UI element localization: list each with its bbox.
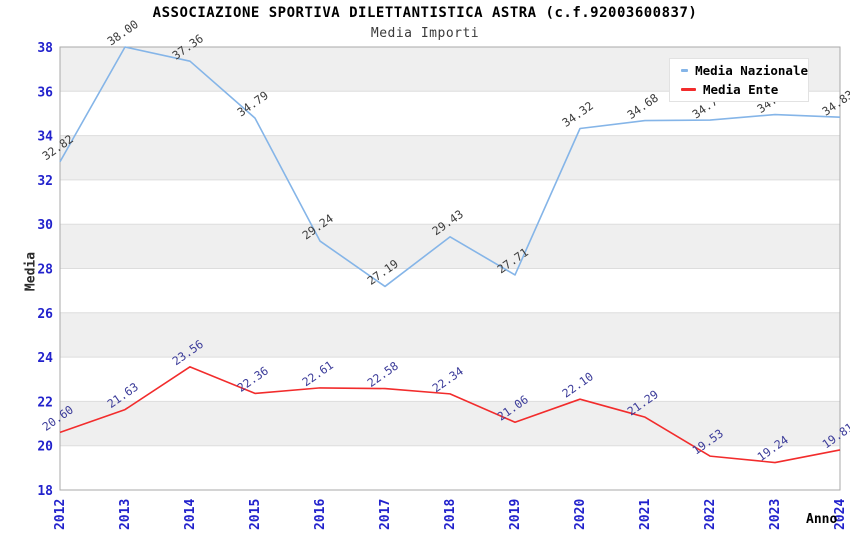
svg-text:2013: 2013 (118, 499, 133, 530)
chart-subtitle: Media Importi (370, 26, 480, 41)
svg-text:30: 30 (37, 218, 53, 233)
x-axis-title: Anno (806, 512, 838, 527)
svg-text:36: 36 (37, 85, 53, 100)
svg-text:34.32: 34.32 (560, 99, 596, 130)
svg-text:2014: 2014 (183, 499, 198, 530)
svg-text:20: 20 (37, 440, 53, 455)
svg-text:34: 34 (37, 130, 53, 145)
svg-text:22: 22 (37, 395, 53, 410)
svg-text:22.61: 22.61 (300, 358, 336, 389)
svg-text:22.10: 22.10 (560, 369, 596, 400)
y-axis-title: Media (23, 251, 39, 292)
svg-text:38: 38 (37, 41, 53, 56)
svg-text:32: 32 (37, 174, 53, 189)
svg-text:2021: 2021 (638, 499, 653, 530)
svg-text:34.79: 34.79 (235, 88, 271, 119)
svg-text:26: 26 (37, 307, 53, 322)
chart-title: ASSOCIAZIONE SPORTIVA DILETTANTISTICA AS… (152, 5, 698, 21)
svg-text:28: 28 (37, 263, 53, 278)
svg-text:18: 18 (37, 484, 53, 499)
svg-text:2018: 2018 (443, 499, 458, 530)
svg-text:2012: 2012 (53, 499, 68, 530)
legend-label-media-nazionale: Media Nazionale (695, 63, 808, 79)
svg-text:34.83: 34.83 (820, 87, 850, 118)
svg-text:2017: 2017 (378, 499, 393, 530)
svg-text:2024: 2024 (833, 499, 848, 530)
media-nazionale-line-swatch-icon (681, 69, 689, 73)
svg-text:24: 24 (37, 351, 53, 366)
legend-label-media-ente: Media Ente (703, 81, 779, 97)
svg-text:34.68: 34.68 (625, 91, 661, 122)
svg-text:2022: 2022 (703, 499, 718, 530)
svg-text:2023: 2023 (768, 499, 783, 530)
svg-text:22.36: 22.36 (235, 363, 271, 394)
svg-text:2019: 2019 (508, 499, 523, 530)
media-ente-line-swatch-icon (681, 87, 696, 91)
svg-text:2016: 2016 (313, 499, 328, 530)
legend-item-media-nazionale: Media Nazionale (670, 63, 808, 78)
legend: Media Nazionale Media Ente (669, 58, 809, 102)
svg-text:2015: 2015 (248, 499, 263, 530)
svg-text:2020: 2020 (573, 499, 588, 530)
svg-text:22.34: 22.34 (430, 364, 466, 395)
svg-text:22.58: 22.58 (365, 359, 401, 390)
legend-item-media-ente: Media Ente (670, 82, 808, 97)
